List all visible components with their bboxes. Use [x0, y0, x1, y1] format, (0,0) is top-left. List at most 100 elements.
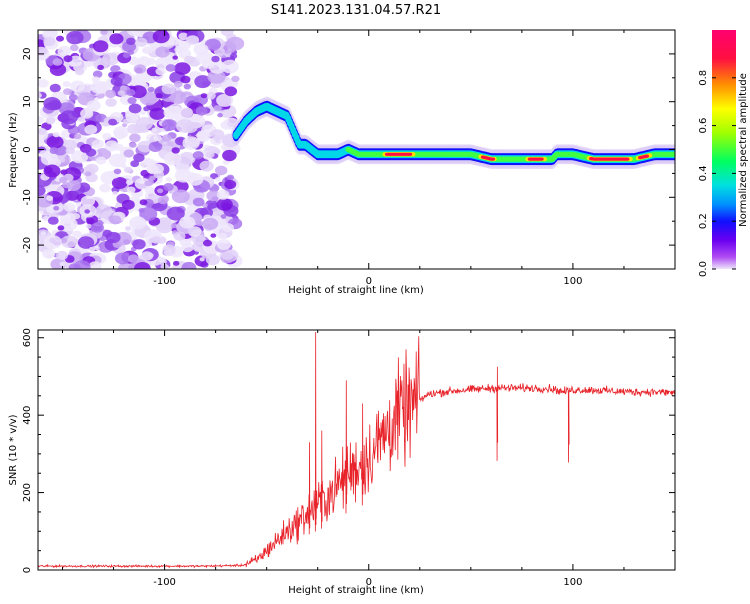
- noise-blob: [91, 76, 100, 83]
- noise-blob: [126, 89, 136, 96]
- noise-blob: [182, 136, 200, 150]
- noise-blob: [42, 30, 58, 40]
- noise-blob: [38, 128, 47, 135]
- track-hot: [627, 156, 633, 162]
- noise-blob: [57, 225, 65, 231]
- colorbar-ticks: 0.0 0.2 0.4 0.6 0.8: [698, 70, 736, 277]
- noise-blob: [92, 231, 103, 239]
- noise-blob: [147, 86, 155, 93]
- noise-blob: [224, 86, 238, 97]
- colorbar-tick-label: 0.4: [698, 165, 709, 181]
- noise-blob: [110, 76, 123, 86]
- noise-blob: [155, 67, 166, 76]
- noise-blob: [167, 266, 174, 269]
- noise-blob: [38, 79, 49, 88]
- colorbar-gradient: [712, 30, 736, 269]
- noise-blob: [143, 106, 150, 112]
- noise-blob: [133, 64, 147, 74]
- colorbar-tick-label: 0.0: [698, 261, 709, 277]
- noise-blob: [63, 88, 72, 95]
- noise-blob: [157, 188, 164, 194]
- noise-blob: [59, 176, 68, 184]
- noise-blob: [42, 248, 56, 259]
- noise-blob: [125, 179, 134, 186]
- noise-blob: [192, 151, 204, 160]
- noise-blob: [174, 46, 185, 54]
- noise-blob: [165, 64, 176, 72]
- noise-blob: [195, 106, 208, 116]
- noise-blob: [56, 250, 68, 261]
- noise-blob: [47, 216, 59, 225]
- noise-blob: [112, 190, 118, 195]
- noise-blob: [176, 119, 194, 133]
- noise-blob: [152, 30, 170, 44]
- snr-x-ticks: -100 0 100: [62, 330, 676, 588]
- noise-blob: [216, 93, 234, 107]
- noise-blob: [215, 165, 228, 176]
- snr-panel: -100 0 100 0 200 400 600 Height of straight l…: [8, 328, 676, 596]
- noise-blob: [161, 83, 176, 95]
- noise-blob: [231, 75, 240, 83]
- noise-blob: [178, 151, 196, 165]
- noise-blob: [80, 195, 96, 207]
- noise-blob: [68, 94, 78, 101]
- noise-blob: [174, 62, 191, 75]
- noise-blob: [179, 107, 193, 118]
- colorbar-tick-label: 0.2: [698, 213, 709, 229]
- noise-blob: [222, 149, 237, 162]
- noise-blob: [102, 229, 113, 238]
- noise-blob: [200, 93, 208, 99]
- noise-blob: [205, 254, 220, 266]
- noise-blob: [59, 261, 66, 267]
- noise-blob: [46, 195, 54, 201]
- noise-blob: [181, 242, 194, 253]
- noise-blob: [88, 246, 96, 252]
- noise-blob: [210, 129, 225, 141]
- noise-blob: [195, 220, 204, 227]
- noise-blob: [169, 90, 187, 104]
- noise-blob: [205, 151, 215, 159]
- noise-blob: [129, 142, 137, 149]
- noise-blob: [140, 251, 154, 261]
- noise-blob: [111, 177, 128, 189]
- noise-blob: [173, 231, 186, 241]
- noise-blob: [59, 110, 78, 125]
- noise-blob: [73, 133, 82, 140]
- track-peak: [644, 154, 649, 158]
- noise-blob: [49, 63, 67, 76]
- noise-blob: [187, 173, 204, 186]
- y-tick-label: 400: [22, 406, 33, 425]
- noise-blob: [124, 166, 133, 173]
- noise-blob: [179, 216, 196, 229]
- noise-blob: [105, 89, 116, 99]
- noise-blob: [171, 223, 178, 229]
- noise-blob: [80, 108, 94, 119]
- noise-blob: [129, 220, 137, 227]
- noise-blob: [128, 103, 142, 114]
- noise-region: [38, 30, 245, 269]
- noise-blob: [216, 189, 230, 200]
- noise-blob: [129, 77, 141, 86]
- colorbar-label: Normalized spectral amplitude: [738, 73, 749, 227]
- noise-blob: [102, 133, 112, 141]
- noise-blob: [95, 156, 107, 165]
- noise-blob: [139, 199, 148, 206]
- colorbar: 0.0 0.2 0.4 0.6 0.8 Normalized spectral ampl…: [698, 30, 749, 277]
- noise-blob: [220, 30, 234, 37]
- y-tick-label: 600: [22, 328, 33, 347]
- noise-blob: [220, 214, 227, 219]
- noise-blob: [132, 239, 146, 250]
- noise-blob: [88, 261, 102, 269]
- noise-blob: [95, 204, 113, 218]
- snr-y-label: SNR (10 * v/v): [8, 414, 19, 485]
- noise-blob: [77, 116, 86, 122]
- noise-blob: [130, 160, 140, 168]
- noise-blob: [146, 57, 156, 65]
- noise-blob: [93, 58, 108, 70]
- noise-blob: [72, 213, 81, 220]
- track-peak: [407, 152, 413, 156]
- noise-blob: [71, 150, 89, 164]
- noise-blob: [97, 64, 104, 70]
